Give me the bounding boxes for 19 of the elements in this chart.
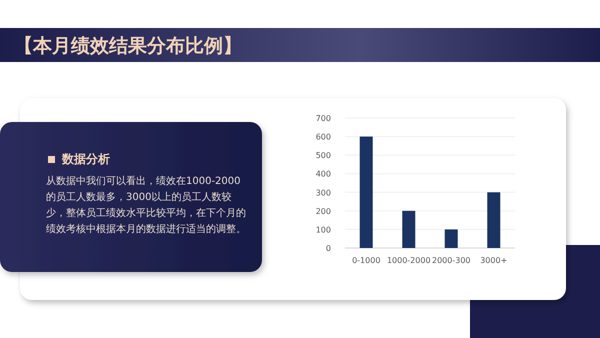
- y-tick-label: 700: [316, 114, 331, 123]
- bar: [487, 192, 500, 248]
- y-tick-label: 0: [326, 244, 331, 253]
- x-tick-label: 0-1000: [352, 256, 380, 265]
- y-tick-label: 100: [316, 225, 331, 234]
- y-tick-label: 300: [316, 188, 331, 198]
- y-tick-label: 600: [316, 132, 331, 142]
- x-tick-label: 1000-2000: [386, 256, 431, 265]
- x-tick-label: 3000+: [480, 256, 508, 265]
- y-tick-label: 200: [316, 206, 331, 216]
- x-tick-label: 2000-300: [432, 256, 471, 265]
- text: 【本月绩效结果分布比例】: [14, 34, 242, 59]
- text: 数据分析: [62, 151, 110, 168]
- y-tick-label: 500: [316, 151, 331, 160]
- bar: [444, 229, 458, 248]
- y-tick-label: 400: [316, 170, 331, 179]
- bar: [360, 136, 373, 248]
- bar: [402, 210, 416, 248]
- text: 从数据中我们可以看出，绩效在1000-2000的员工人数最多，3000以上的员工人数较少，整体员工绩效水平比较平均，在下个月的绩效考核中根据本月的数据进行适当的调整。: [46, 174, 246, 237]
